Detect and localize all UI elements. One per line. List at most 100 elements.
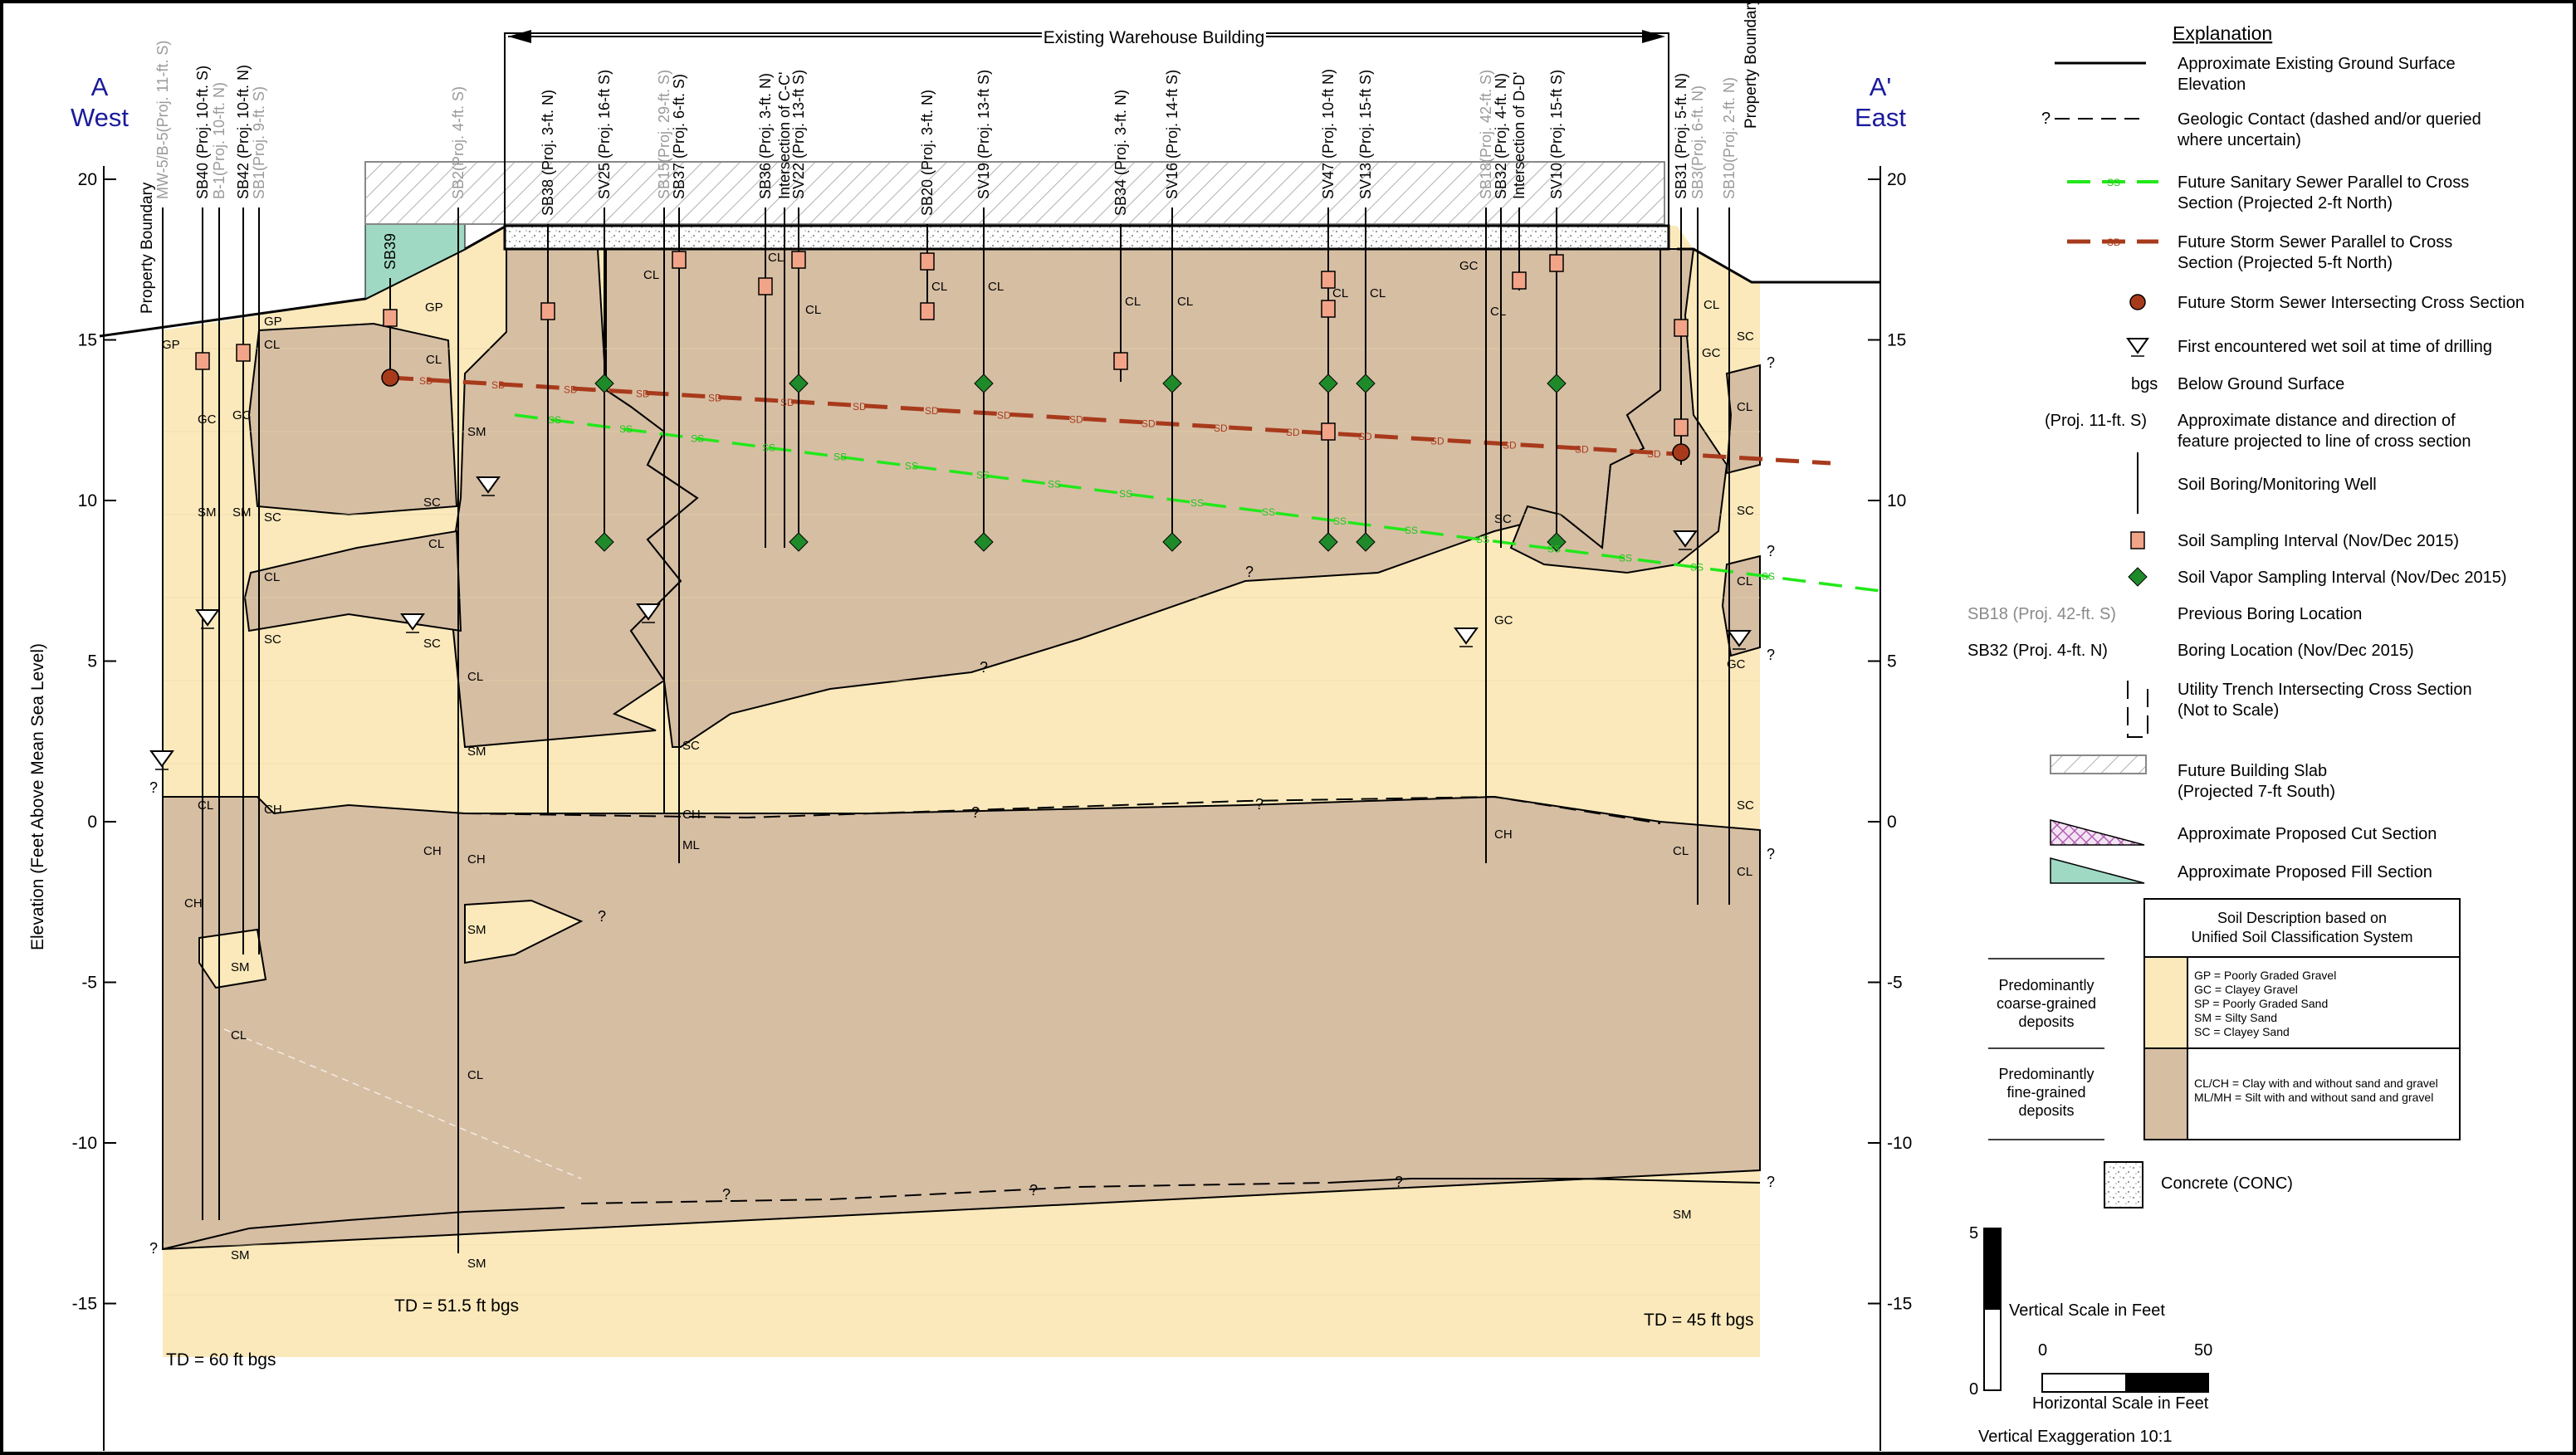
borings: MW-5/B-5(Proj. 11-ft. S) SB40 (Proj. 10-f… bbox=[154, 41, 1738, 1253]
legend-sd-text: Future Storm Sewer Parallel to Cross bbox=[2178, 233, 2452, 251]
geologic-contacts bbox=[464, 795, 1661, 1204]
vertical-scale-bottom: 0 bbox=[1969, 1380, 1978, 1399]
west-letter: A bbox=[91, 72, 109, 101]
legend-proj-text: Approximate distance and direction of bbox=[2178, 412, 2456, 430]
soil-label-cl: CL bbox=[805, 303, 821, 317]
boring-label: SV10 (Proj. 15-ft S) bbox=[1548, 70, 1565, 199]
soil-label-cl: CL bbox=[1703, 298, 1719, 312]
soil-label-sc: SC bbox=[1737, 504, 1754, 518]
legend-slab-text2: (Projected 7-ft South) bbox=[2178, 783, 2335, 801]
soil-label-cl: CL bbox=[1490, 305, 1506, 319]
soil-vapor-marker bbox=[974, 374, 994, 393]
storm-sewer-intersection bbox=[381, 369, 399, 387]
soil-label-cl: CL bbox=[1737, 865, 1752, 879]
horizontal-scale-fill bbox=[2125, 1374, 2208, 1392]
soil-label-cl: CL bbox=[231, 1028, 247, 1042]
soil-sample-marker bbox=[672, 251, 687, 269]
boring-label: SB32 (Proj. 4-ft. N) bbox=[1493, 73, 1509, 199]
future-building-slab bbox=[364, 161, 1665, 225]
legend-concrete-text: Concrete (CONC) bbox=[2161, 1174, 2293, 1193]
storm-sewer-tag: SD bbox=[1430, 435, 1444, 447]
tick-label-right: -15 bbox=[1887, 1295, 1912, 1314]
soil-label-sc: SC bbox=[264, 632, 281, 647]
uncertain-mark: ? bbox=[1767, 1174, 1775, 1190]
water-level-icon bbox=[1454, 627, 1479, 645]
uncertain-mark: ? bbox=[149, 779, 158, 796]
uscs-coarse-swatch bbox=[2143, 956, 2188, 1049]
uncertain-mark: ? bbox=[1767, 647, 1775, 663]
coarse-label: Predominantly bbox=[1998, 977, 2094, 994]
uncertain-mark: ? bbox=[1767, 543, 1775, 559]
soil-sample-marker bbox=[540, 302, 555, 320]
horizontal-scale-label: Horizontal Scale in Feet bbox=[2032, 1394, 2209, 1413]
warehouse-dimension: Existing Warehouse Building bbox=[508, 27, 1665, 47]
soil-profile bbox=[162, 226, 1761, 1357]
soil-label-cl: CL bbox=[426, 353, 442, 367]
legend-vapor-sample-text: Soil Vapor Sampling Interval (Nov/Dec 20… bbox=[2178, 569, 2506, 587]
uncertain-mark: ? bbox=[980, 659, 988, 676]
uncertain-mark: ? bbox=[1395, 1174, 1403, 1190]
legend-proj-symbol: (Proj. 11-ft. S) bbox=[2045, 412, 2147, 430]
soil-sample-marker bbox=[1512, 271, 1527, 290]
storm-sewer-tag: SD bbox=[1575, 444, 1589, 456]
sanitary-sewer-tag: SS bbox=[1119, 488, 1132, 500]
coarse-label: deposits bbox=[2018, 1013, 2074, 1030]
legend-sample-icon bbox=[2130, 531, 2145, 549]
soil-label-gp: GP bbox=[162, 338, 180, 352]
boring-label: SV16 (Proj. 14-ft S) bbox=[1164, 70, 1180, 199]
sanitary-sewer-tag: SS bbox=[1476, 534, 1489, 545]
soil-label-cl: CL bbox=[988, 280, 1004, 294]
legend-title: Explanation bbox=[2173, 22, 2272, 44]
soil-vapor-marker bbox=[1162, 532, 1182, 552]
legend-bgs-text: Below Ground Surface bbox=[2178, 375, 2344, 393]
water-level-icon bbox=[476, 476, 501, 494]
boring-label: SV25 (Proj. 16-ft S) bbox=[596, 70, 613, 199]
uscs-title-1: Soil Description based on bbox=[2217, 910, 2387, 926]
soil-label-sm: SM bbox=[1673, 1208, 1692, 1222]
soil-label-sc: SC bbox=[1494, 512, 1512, 526]
soil-label-gc: GC bbox=[232, 408, 252, 422]
legend: Explanation Approximate Existing Ground … bbox=[1967, 22, 2525, 1446]
legend-ss-text: Future Sanitary Sewer Parallel to Cross bbox=[2178, 173, 2469, 192]
soil-vapor-marker bbox=[594, 374, 614, 393]
soil-vapor-marker bbox=[594, 532, 614, 552]
td-left: TD = 60 ft bgs bbox=[166, 1350, 276, 1370]
west-label: West bbox=[71, 103, 129, 132]
concrete-slab bbox=[503, 224, 1670, 251]
legend-wet-text: First encountered wet soil at time of dr… bbox=[2178, 338, 2492, 356]
uncertain-mark: ? bbox=[598, 908, 606, 925]
uncertain-mark: ? bbox=[1245, 564, 1254, 580]
legend-ss-tag: SS bbox=[2107, 177, 2120, 188]
tick-label-right: 15 bbox=[1887, 331, 1906, 350]
legend-sd-text2: Section (Projected 5-ft North) bbox=[2178, 254, 2393, 272]
soil-sample-marker bbox=[383, 309, 398, 327]
boring-label: SV19 (Proj. 13-ft S) bbox=[975, 70, 992, 199]
legend-bgs-symbol: bgs bbox=[2131, 375, 2158, 393]
legend-ground-text2: Elevation bbox=[2178, 76, 2246, 94]
boring-label: MW-5/B-5(Proj. 11-ft. S) bbox=[154, 41, 171, 199]
boring-label: SB10(Proj. 2-ft. N) bbox=[1721, 77, 1738, 199]
uscs-coarse-def: GC = Clayey Gravel bbox=[2194, 983, 2298, 996]
soil-label-cl: CL bbox=[1125, 295, 1141, 309]
legend-proj-text2: feature projected to line of cross secti… bbox=[2178, 432, 2471, 451]
legend-cur-symbol: SB32 (Proj. 4-ft. N) bbox=[1967, 642, 2108, 660]
boring-label: SB36 (Proj. 3-ft. N) bbox=[757, 73, 774, 199]
east-label: East bbox=[1855, 103, 1906, 132]
boring-label: SB42 (Proj. 10-ft. N) bbox=[235, 65, 252, 199]
uscs-coarse-def: SP = Poorly Graded Sand bbox=[2194, 997, 2328, 1010]
sanitary-sewer-tag: SS bbox=[1762, 571, 1775, 583]
vertical-scale-top: 5 bbox=[1969, 1224, 1978, 1243]
td-mid: TD = 51.5 ft bgs bbox=[394, 1296, 519, 1316]
storm-sewer-tag: SD bbox=[925, 405, 939, 417]
legend-contact-query: ? bbox=[2041, 110, 2051, 128]
storm-sewer-tag: SD bbox=[491, 379, 506, 391]
boring-label: B-1(Proj. 10-ft. N) bbox=[211, 82, 227, 199]
legend-vapor-icon bbox=[2128, 567, 2148, 587]
storm-sewer-tag: SD bbox=[853, 401, 867, 413]
water-level-icon bbox=[1673, 530, 1698, 548]
soil-label-sc: SC bbox=[423, 637, 441, 651]
water-level-icon bbox=[636, 603, 661, 621]
tick-label-right: 20 bbox=[1887, 170, 1906, 189]
storm-sewer-tag: SD bbox=[1286, 427, 1300, 438]
